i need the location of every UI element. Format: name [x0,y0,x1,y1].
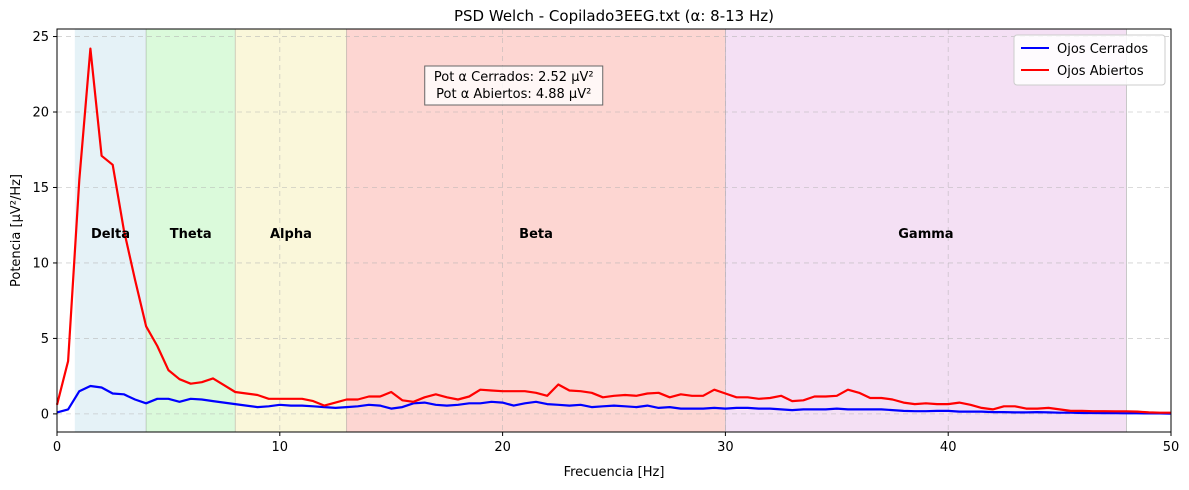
y-axis-label: Potencia [µV²/Hz] [9,174,24,287]
band-gamma [725,29,1127,432]
y-tick-label: 25 [32,30,49,45]
annotation-box [424,65,604,106]
legend-entry-ojos-abiertos: Ojos Abiertos [1057,64,1144,79]
axis-ticks: 0 10 20 30 40 50 0 5 10 15 20 25 [32,30,1179,455]
band-labels: Delta Theta Alpha Beta Gamma [91,227,954,242]
band-theta [146,29,236,432]
y-tick-label: 10 [32,256,49,271]
legend-entry-ojos-cerrados: Ojos Cerrados [1057,42,1148,57]
y-tick-label: 15 [32,181,49,196]
legend-box [1013,34,1166,86]
x-tick-label: 30 [717,440,734,455]
band-label-gamma: Gamma [898,227,953,242]
y-tick-label: 5 [41,332,49,347]
band-label-beta: Beta [519,227,553,242]
alpha-power-annotation: Pot α Cerrados: 2.52 µV² Pot α Abiertos:… [424,65,604,106]
band-alpha [235,29,347,432]
frequency-bands [74,29,1127,432]
x-tick-label: 20 [494,440,511,455]
x-tick-label: 10 [272,440,289,455]
series-lines [55,47,1172,415]
plot-frame [56,28,1172,433]
chart-title: PSD Welch - Copilado3EEG.txt (α: 8-13 Hz… [454,7,774,25]
y-tick-label: 0 [41,407,49,422]
annotation-line-open: Pot α Abiertos: 4.88 µV² [436,87,591,102]
x-tick-label: 40 [940,440,957,455]
x-tick-label: 50 [1163,440,1180,455]
legend: Ojos Cerrados Ojos Abiertos [1013,34,1166,86]
band-label-delta: Delta [91,227,130,242]
y-tick-label: 20 [32,106,49,121]
x-tick-label: 0 [53,440,61,455]
annotation-line-closed: Pot α Cerrados: 2.52 µV² [434,70,594,85]
series-line-ojos-abiertos [55,47,1171,414]
series-line-ojos-cerrados [56,384,1172,415]
band-label-theta: Theta [170,227,212,242]
band-label-alpha: Alpha [270,227,312,242]
x-axis-label: Frecuencia [Hz] [564,465,665,480]
